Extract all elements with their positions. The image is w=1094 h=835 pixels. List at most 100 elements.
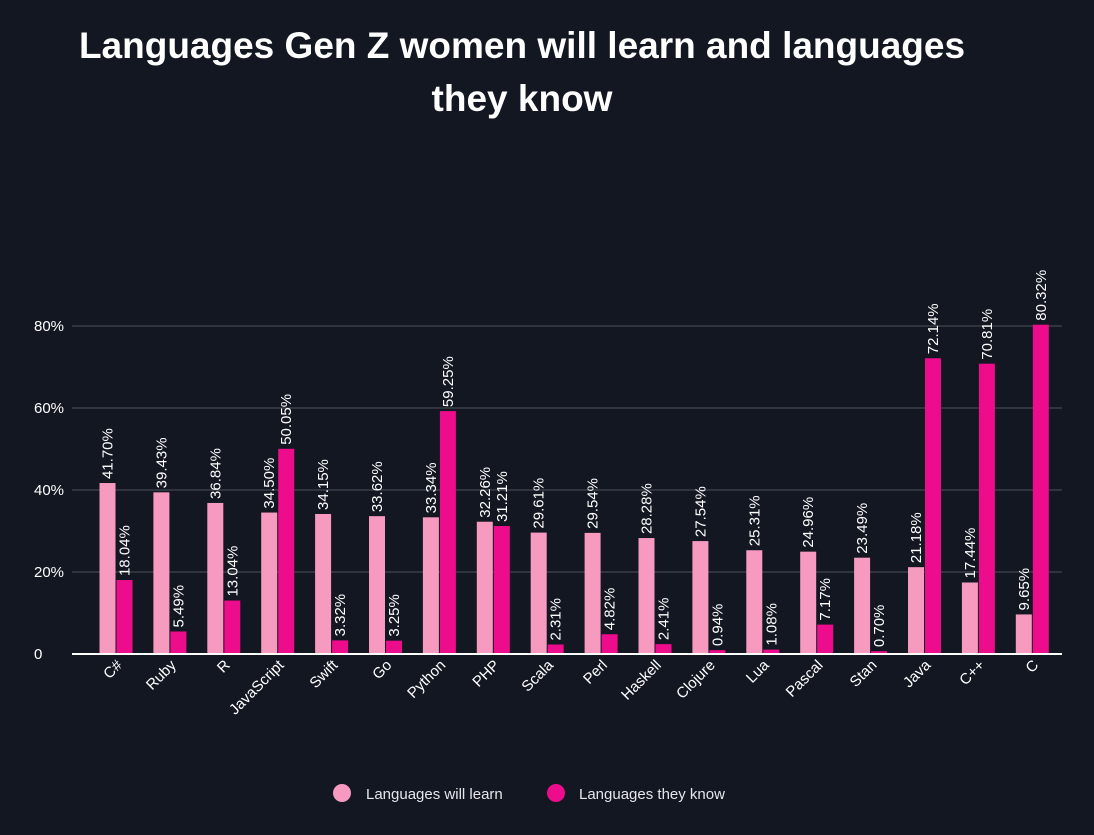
bar-will-learn <box>207 502 224 654</box>
y-tick-label: 20% <box>34 564 64 581</box>
data-label: 17.44% <box>962 528 979 579</box>
bar-they-know <box>332 640 349 654</box>
data-label: 29.61% <box>531 478 548 529</box>
x-tick-label: Haskell <box>618 657 665 704</box>
data-label: 18.04% <box>117 525 134 576</box>
y-tick-label: 0 <box>34 646 42 663</box>
y-axis-ticks: 0 20% 40% 60% 80% <box>34 318 64 663</box>
data-label: 34.50% <box>261 458 278 509</box>
y-tick-label: 60% <box>34 400 64 417</box>
bar-will-learn <box>530 532 547 654</box>
bar-they-know <box>709 650 726 654</box>
bar-will-learn <box>476 521 493 654</box>
data-label: 2.31% <box>548 598 565 641</box>
data-label: 3.25% <box>386 594 403 637</box>
data-label: 13.04% <box>224 546 241 597</box>
bar-will-learn <box>261 512 278 654</box>
data-label: 39.43% <box>153 437 170 488</box>
data-label: 1.08% <box>763 603 780 646</box>
bar-they-know <box>493 526 510 654</box>
data-label: 31.21% <box>494 471 511 522</box>
legend-label-will-learn[interactable]: Languages will learn <box>366 786 503 803</box>
bar-will-learn <box>99 483 116 654</box>
x-tick-label: Clojure <box>673 657 719 703</box>
bar-they-know <box>817 624 834 654</box>
bar-they-know <box>224 600 241 654</box>
data-label: 41.70% <box>100 428 117 479</box>
data-label: 70.81% <box>979 309 996 360</box>
gridlines <box>72 325 1062 573</box>
bar-they-know <box>871 651 888 654</box>
data-label: 59.25% <box>440 356 457 407</box>
bar-will-learn <box>746 550 763 654</box>
x-tick-label: Java <box>900 656 935 691</box>
bar-will-learn <box>908 567 924 654</box>
data-label: 9.65% <box>1016 568 1033 611</box>
data-label: 0.94% <box>709 604 726 647</box>
bar-they-know <box>601 634 618 654</box>
chart-title-line-1: Languages Gen Z women will learn and lan… <box>79 25 965 66</box>
chart-title-line-2: they know <box>432 78 613 119</box>
x-tick-label: C# <box>100 656 126 682</box>
x-tick-label: Perl <box>580 657 611 688</box>
bar-will-learn <box>369 516 385 654</box>
x-tick-label: Stan <box>847 657 881 691</box>
data-label: 25.31% <box>746 495 763 546</box>
x-tick-label: Lua <box>743 656 773 686</box>
bar-will-learn <box>961 582 978 654</box>
bar-will-learn <box>638 538 655 654</box>
bar-will-learn <box>153 492 170 654</box>
bar-they-know <box>655 644 672 654</box>
data-label: 33.62% <box>369 461 386 512</box>
bar-will-learn <box>854 557 871 654</box>
data-label: 5.49% <box>170 585 187 628</box>
bar-they-know <box>386 640 402 654</box>
bar-will-learn <box>422 517 439 654</box>
bar-they-know <box>547 644 564 654</box>
bars <box>99 324 1049 654</box>
data-labels: 41.70% 18.04% 39.43% 5.49% 36.84% 13.04% 34.50… <box>100 270 1050 647</box>
x-tick-label: Ruby <box>143 656 180 693</box>
data-label: 36.84% <box>207 448 224 499</box>
x-tick-label: Python <box>404 657 449 702</box>
bar-will-learn <box>800 551 817 654</box>
x-tick-label: Pascal <box>783 657 827 701</box>
bar-will-learn <box>1015 614 1032 654</box>
data-label: 21.18% <box>908 512 925 563</box>
data-label: 33.34% <box>423 462 440 513</box>
data-label: 50.05% <box>278 394 295 445</box>
data-label: 4.82% <box>602 588 619 631</box>
legend-swatch-they-know[interactable] <box>547 784 565 802</box>
y-tick-label: 40% <box>34 482 64 499</box>
data-label: 29.54% <box>585 478 602 529</box>
bar-they-know <box>1032 324 1049 654</box>
y-tick-label: 80% <box>34 318 64 335</box>
bar-will-learn <box>584 532 601 654</box>
bar-they-know <box>278 448 295 654</box>
legend-swatch-will-learn[interactable] <box>333 784 351 802</box>
data-label: 7.17% <box>817 578 834 621</box>
x-tick-label: Go <box>369 657 395 683</box>
bar-they-know <box>439 411 456 654</box>
x-tick-label: Scala <box>518 656 557 695</box>
bar-will-learn <box>315 513 332 654</box>
bar-they-know <box>116 580 133 654</box>
x-tick-label: Swift <box>306 656 342 692</box>
legend-label-they-know[interactable]: Languages they know <box>579 786 725 803</box>
bar-they-know <box>170 631 187 654</box>
legend[interactable]: Languages will learn Languages they know <box>333 784 725 803</box>
data-label: 34.15% <box>315 459 332 510</box>
data-label: 2.41% <box>656 598 673 641</box>
data-label: 24.96% <box>800 497 817 548</box>
bar-will-learn <box>692 541 709 654</box>
data-label: 3.32% <box>332 594 349 637</box>
x-tick-label: R <box>214 657 234 677</box>
x-tick-label: JavaScript <box>226 656 288 718</box>
data-label: 23.49% <box>854 503 871 554</box>
data-label: 28.28% <box>639 483 656 534</box>
x-tick-label: C <box>1022 657 1042 677</box>
data-label: 27.54% <box>692 486 709 537</box>
